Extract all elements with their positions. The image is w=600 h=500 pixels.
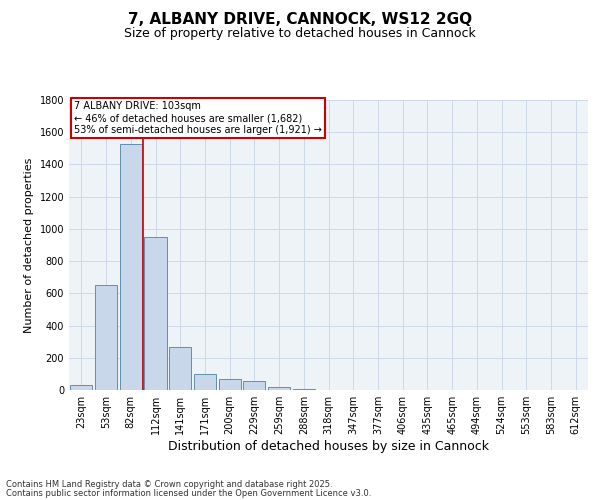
Bar bbox=[95, 286, 117, 390]
Text: Contains public sector information licensed under the Open Government Licence v3: Contains public sector information licen… bbox=[6, 488, 371, 498]
Text: Size of property relative to detached houses in Cannock: Size of property relative to detached ho… bbox=[124, 28, 476, 40]
Bar bbox=[293, 389, 315, 390]
Bar bbox=[119, 144, 142, 390]
Y-axis label: Number of detached properties: Number of detached properties bbox=[24, 158, 34, 332]
Text: 7 ALBANY DRIVE: 103sqm
← 46% of detached houses are smaller (1,682)
53% of semi-: 7 ALBANY DRIVE: 103sqm ← 46% of detached… bbox=[74, 102, 322, 134]
Text: Contains HM Land Registry data © Crown copyright and database right 2025.: Contains HM Land Registry data © Crown c… bbox=[6, 480, 332, 489]
Bar bbox=[243, 381, 265, 390]
X-axis label: Distribution of detached houses by size in Cannock: Distribution of detached houses by size … bbox=[168, 440, 489, 453]
Bar bbox=[70, 385, 92, 390]
Bar bbox=[218, 378, 241, 390]
Bar bbox=[169, 348, 191, 390]
Bar bbox=[268, 387, 290, 390]
Text: 7, ALBANY DRIVE, CANNOCK, WS12 2GQ: 7, ALBANY DRIVE, CANNOCK, WS12 2GQ bbox=[128, 12, 472, 28]
Bar bbox=[145, 237, 167, 390]
Bar bbox=[194, 374, 216, 390]
